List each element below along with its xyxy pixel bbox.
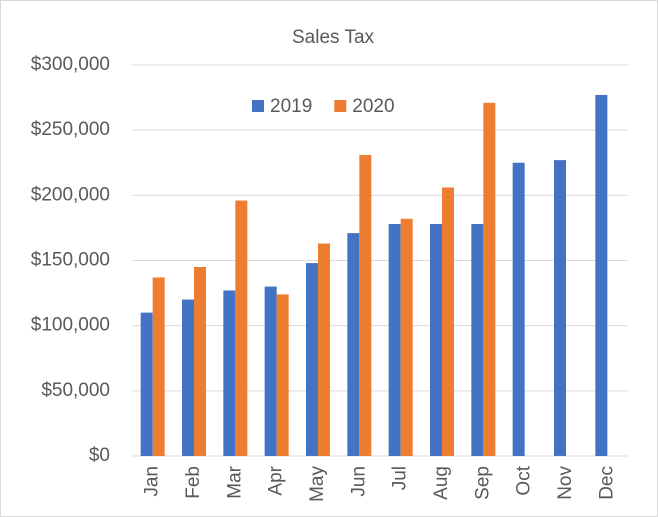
bar [182, 299, 194, 456]
x-tick-label: Sep [472, 466, 493, 500]
bar [264, 286, 277, 456]
legend-label: 2019 [270, 96, 312, 117]
y-tick-label: $150,000 [31, 250, 110, 271]
x-tick-label: Mar [224, 465, 245, 498]
bar [471, 224, 484, 456]
x-tick-label: May [307, 466, 328, 502]
bar [318, 243, 330, 456]
x-tick-label: Apr [266, 465, 287, 495]
y-tick-label: $0 [89, 445, 110, 466]
bar [359, 154, 372, 456]
legend-label: 2020 [352, 96, 394, 117]
bar [512, 162, 525, 456]
bar [483, 102, 496, 457]
x-tick-label: Dec [596, 466, 617, 500]
legend-swatch [334, 100, 347, 112]
x-tick-label: Jan [142, 466, 163, 497]
bar [235, 200, 248, 456]
y-tick-label: $200,000 [31, 184, 110, 205]
x-tick-label: Jun [348, 466, 369, 497]
bar [400, 218, 413, 456]
bar [223, 290, 236, 456]
bar [194, 267, 206, 456]
bar [306, 263, 318, 456]
bar [430, 224, 442, 456]
x-tick-label: Oct [514, 465, 535, 495]
x-tick-label: Feb [183, 466, 204, 499]
x-tick-label: Nov [555, 466, 576, 500]
bar [276, 294, 289, 456]
bar [388, 224, 401, 456]
y-tick-label: $100,000 [31, 315, 110, 336]
bar [595, 94, 608, 456]
chart-title: Sales Tax [292, 27, 375, 48]
x-tick-label: Jul [390, 466, 411, 490]
bar [347, 233, 360, 456]
x-tick-label: Aug [431, 466, 452, 500]
bar [152, 277, 165, 456]
y-tick-label: $50,000 [41, 380, 110, 401]
legend-swatch [252, 100, 264, 112]
bar [140, 312, 153, 456]
bar [442, 187, 454, 456]
bar [554, 160, 566, 457]
y-tick-label: $250,000 [31, 119, 110, 140]
y-tick-label: $300,000 [31, 54, 110, 75]
